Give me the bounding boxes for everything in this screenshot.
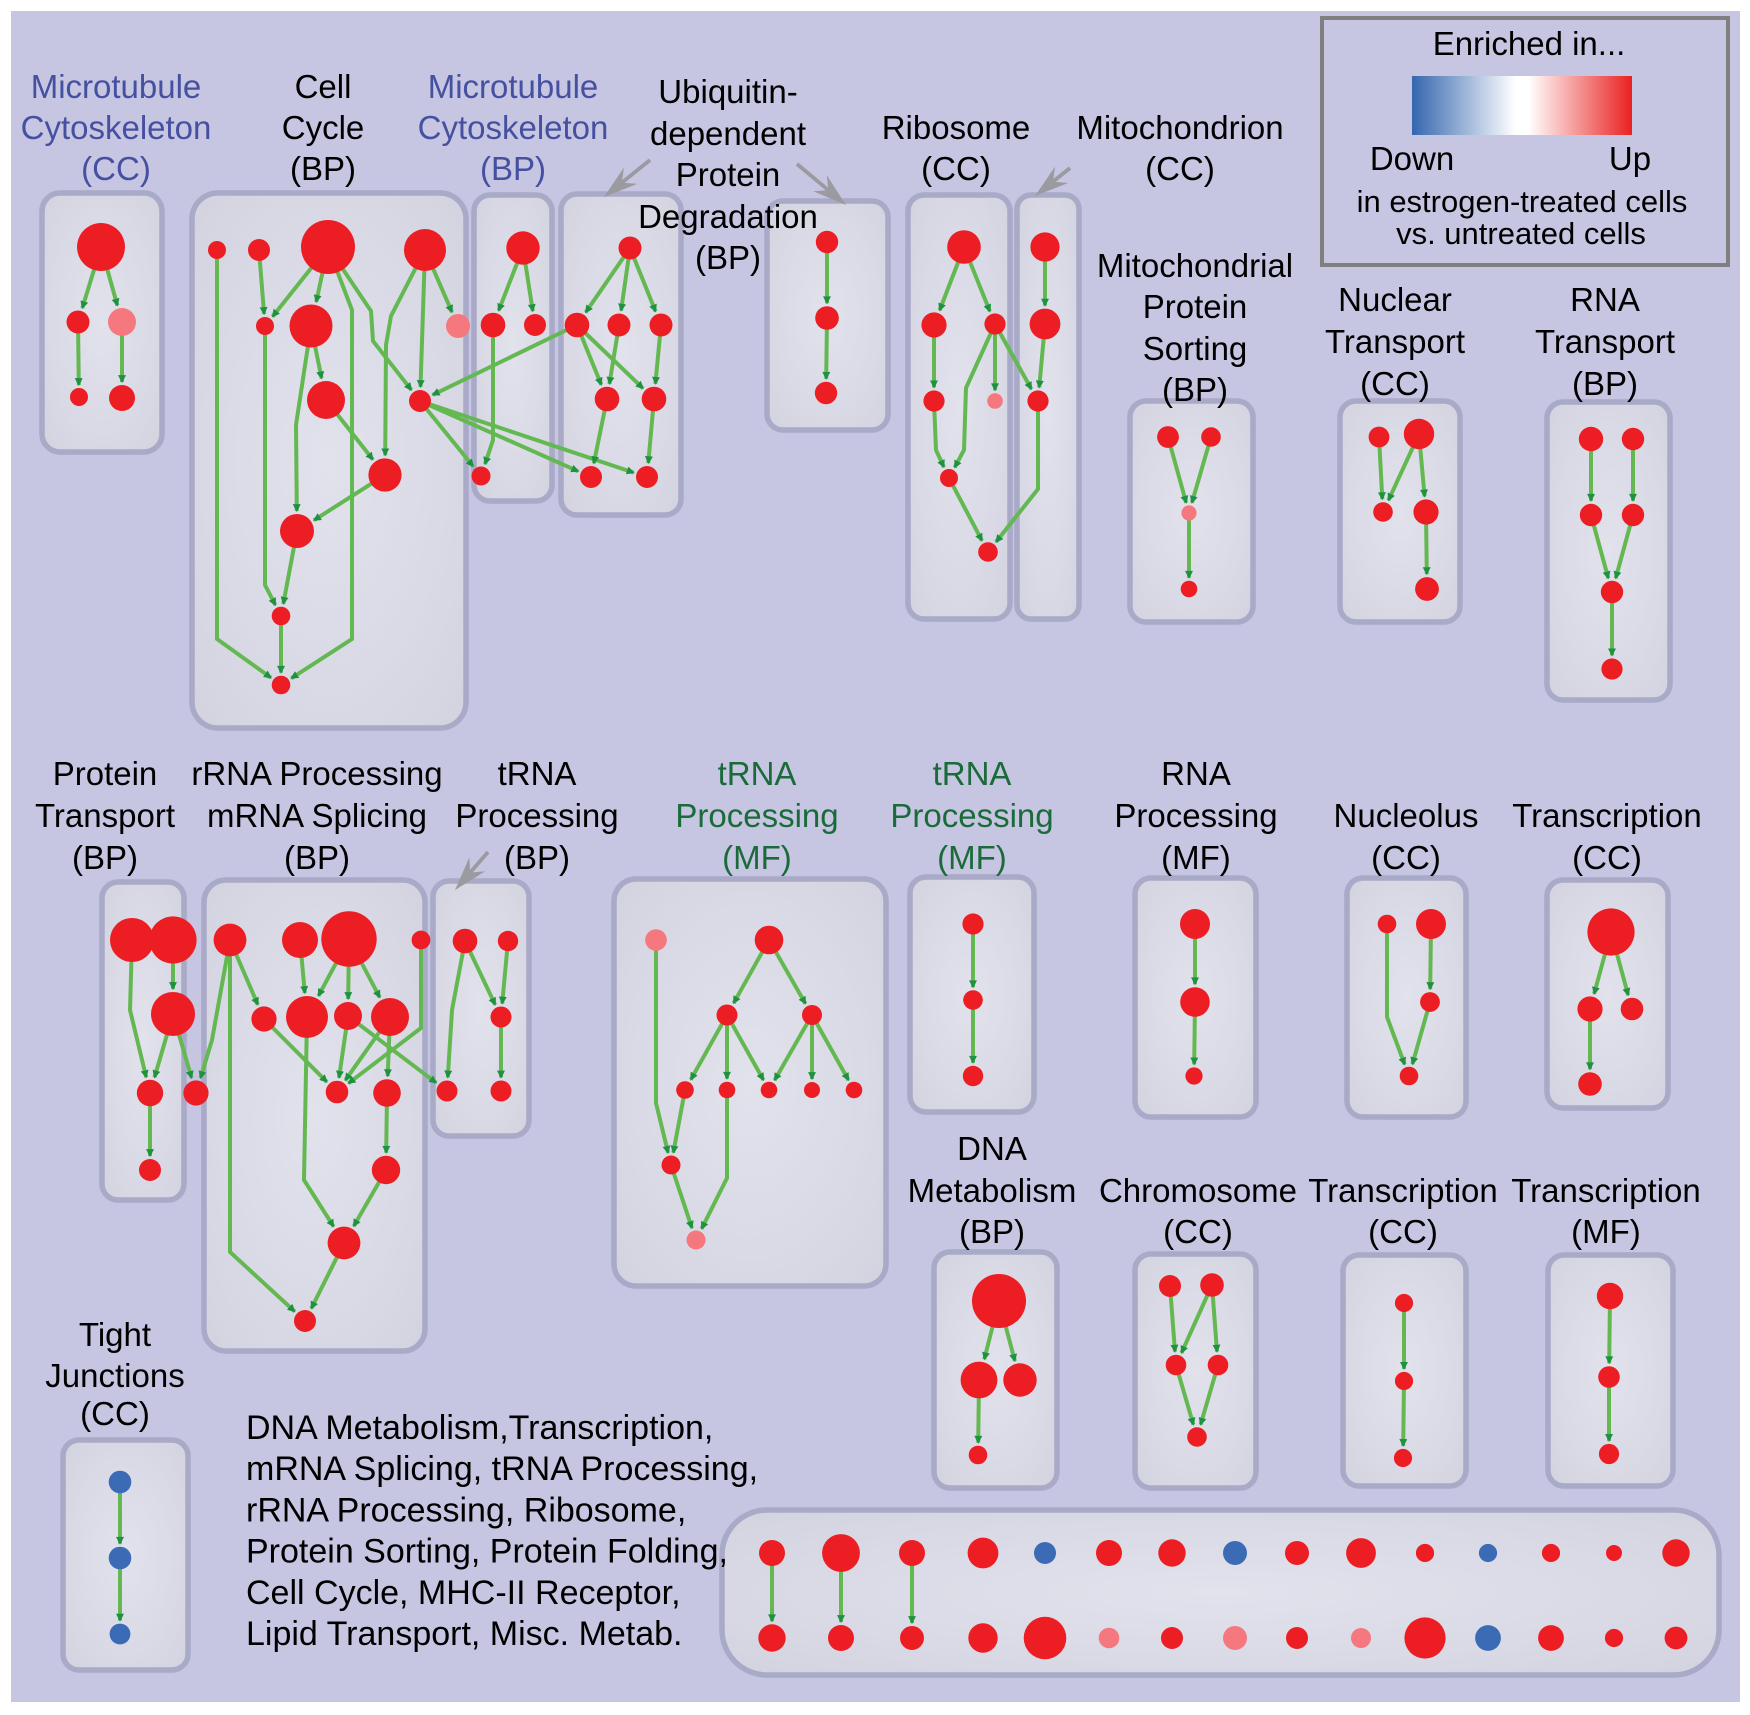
svg-text:Ribosome: Ribosome: [882, 109, 1031, 146]
svg-text:(BP): (BP): [1572, 365, 1638, 402]
svg-text:Chromosome: Chromosome: [1099, 1172, 1297, 1209]
svg-text:(BP): (BP): [959, 1213, 1025, 1250]
svg-text:rRNA Processing, Ribosome,: rRNA Processing, Ribosome,: [246, 1491, 686, 1529]
svg-text:tRNA: tRNA: [718, 755, 797, 792]
svg-text:Microtubule: Microtubule: [428, 68, 599, 105]
svg-text:Metabolism: Metabolism: [908, 1172, 1077, 1209]
svg-text:Cell Cycle, MHC-II Receptor,: Cell Cycle, MHC-II Receptor,: [246, 1574, 681, 1612]
svg-text:(CC): (CC): [1163, 1213, 1233, 1250]
svg-text:in estrogen-treated cells: in estrogen-treated cells: [1357, 184, 1688, 219]
svg-text:tRNA: tRNA: [498, 755, 577, 792]
svg-text:(CC): (CC): [81, 150, 151, 187]
svg-text:Tight: Tight: [79, 1316, 151, 1353]
svg-text:(CC): (CC): [1360, 365, 1430, 402]
svg-text:RNA: RNA: [1161, 755, 1231, 792]
svg-text:Processing: Processing: [455, 797, 618, 834]
svg-text:Protein: Protein: [1143, 288, 1248, 325]
svg-text:Transport: Transport: [35, 797, 175, 834]
svg-text:Junctions: Junctions: [45, 1357, 184, 1394]
svg-text:(CC): (CC): [1371, 839, 1441, 876]
svg-text:Nucleolus: Nucleolus: [1334, 797, 1479, 834]
svg-text:Processing: Processing: [890, 797, 1053, 834]
svg-text:(MF): (MF): [1571, 1213, 1641, 1250]
svg-text:Cytoskeleton: Cytoskeleton: [21, 109, 212, 146]
svg-text:Transport: Transport: [1535, 323, 1675, 360]
svg-text:Down: Down: [1370, 140, 1454, 177]
svg-text:mRNA Splicing: mRNA Splicing: [207, 797, 427, 834]
svg-text:Transport: Transport: [1325, 323, 1465, 360]
svg-text:Degradation: Degradation: [638, 198, 818, 235]
svg-text:Protein: Protein: [53, 755, 158, 792]
svg-text:Transcription: Transcription: [1308, 1172, 1498, 1209]
svg-text:(CC): (CC): [1572, 839, 1642, 876]
svg-text:(CC): (CC): [80, 1395, 150, 1432]
svg-text:(BP): (BP): [290, 150, 356, 187]
svg-text:Sorting: Sorting: [1143, 330, 1248, 367]
svg-text:vs. untreated cells: vs. untreated cells: [1396, 216, 1646, 251]
svg-text:rRNA Processing: rRNA Processing: [191, 755, 442, 792]
svg-text:Protein: Protein: [676, 156, 781, 193]
svg-text:Cell: Cell: [295, 68, 352, 105]
svg-text:Microtubule: Microtubule: [31, 68, 202, 105]
svg-text:(BP): (BP): [284, 839, 350, 876]
svg-text:DNA: DNA: [957, 1130, 1027, 1167]
svg-text:(CC): (CC): [921, 150, 991, 187]
svg-text:Up: Up: [1609, 140, 1651, 177]
svg-text:Transcription: Transcription: [1511, 1172, 1701, 1209]
svg-text:Ubiquitin-: Ubiquitin-: [658, 73, 797, 110]
svg-text:(BP): (BP): [695, 239, 761, 276]
svg-text:(MF): (MF): [722, 839, 792, 876]
svg-text:RNA: RNA: [1570, 281, 1640, 318]
svg-text:Cytoskeleton: Cytoskeleton: [418, 109, 609, 146]
svg-text:DNA Metabolism,Transcription,: DNA Metabolism,Transcription,: [246, 1409, 713, 1447]
svg-text:Cycle: Cycle: [282, 109, 365, 146]
svg-text:(BP): (BP): [72, 839, 138, 876]
svg-text:Mitochondrial: Mitochondrial: [1097, 247, 1293, 284]
svg-text:dependent: dependent: [650, 115, 806, 152]
svg-text:(BP): (BP): [504, 839, 570, 876]
svg-text:(MF): (MF): [1161, 839, 1231, 876]
svg-text:Protein Sorting, Protein Foldi: Protein Sorting, Protein Folding,: [246, 1533, 728, 1571]
svg-text:(CC): (CC): [1145, 150, 1215, 187]
svg-text:(CC): (CC): [1368, 1213, 1438, 1250]
svg-text:(BP): (BP): [1162, 371, 1228, 408]
svg-text:Enriched in...: Enriched in...: [1433, 25, 1626, 62]
svg-text:Nuclear: Nuclear: [1338, 281, 1452, 318]
svg-text:tRNA: tRNA: [933, 755, 1012, 792]
svg-text:Lipid Transport, Misc. Metab.: Lipid Transport, Misc. Metab.: [246, 1615, 683, 1653]
svg-text:(MF): (MF): [937, 839, 1007, 876]
svg-text:Processing: Processing: [675, 797, 838, 834]
svg-text:Transcription: Transcription: [1512, 797, 1702, 834]
svg-text:mRNA Splicing, tRNA Processing: mRNA Splicing, tRNA Processing,: [246, 1450, 758, 1488]
svg-text:(BP): (BP): [480, 150, 546, 187]
svg-text:Mitochondrion: Mitochondrion: [1076, 109, 1283, 146]
svg-text:Processing: Processing: [1114, 797, 1277, 834]
